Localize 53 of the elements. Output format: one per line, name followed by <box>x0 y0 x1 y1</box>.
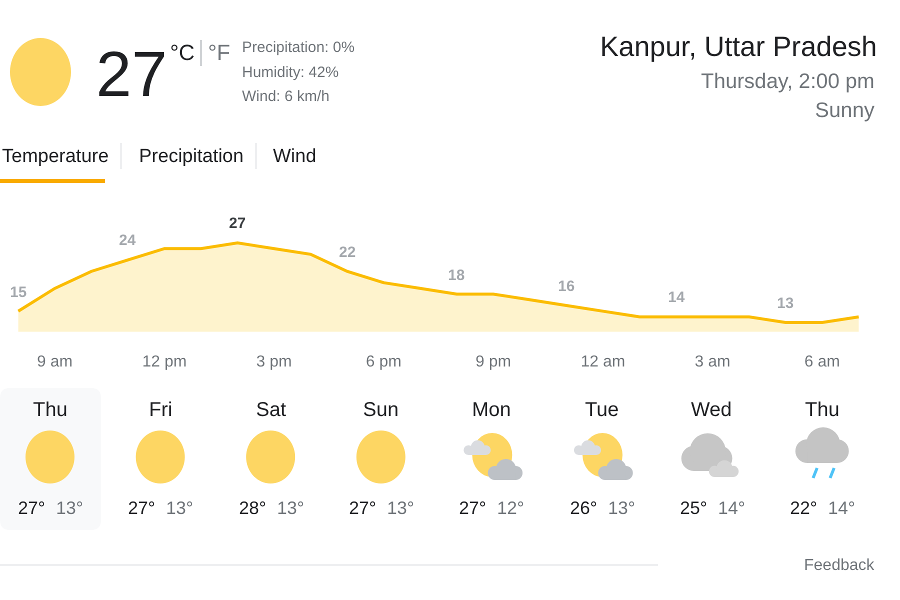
text: 13° <box>166 498 194 518</box>
category-label: Fri <box>149 399 172 421</box>
text: Wind <box>273 146 316 167</box>
text: 27° <box>459 498 486 518</box>
data-label: 24 <box>119 232 136 249</box>
text: Wind: 6 km/h <box>242 88 330 105</box>
text: 13° <box>277 498 304 518</box>
text: Precipitation <box>139 146 244 167</box>
category-label: Sun <box>363 399 399 421</box>
text: 26° <box>570 498 598 518</box>
category-label: Sat <box>256 399 286 421</box>
category-label: Thu <box>805 399 840 421</box>
x-tick-label: 3 pm <box>256 354 292 371</box>
data-label: 15 <box>10 284 27 301</box>
category-label: Tue <box>585 399 619 421</box>
text: Feedback <box>804 557 876 574</box>
text: 28° <box>239 498 266 518</box>
text: Sunny <box>815 99 876 122</box>
text: 13° <box>387 498 414 518</box>
text: 27° <box>18 498 46 518</box>
category-label: Wed <box>691 399 732 421</box>
text: 13° <box>608 498 636 518</box>
data-label: 18 <box>448 267 465 284</box>
text: 27° <box>128 498 156 518</box>
x-tick-label: 3 am <box>694 354 730 371</box>
text: °F <box>208 40 230 65</box>
data-label: 22 <box>339 244 356 261</box>
text: 27 <box>96 38 168 110</box>
text: 25° <box>680 498 708 518</box>
text: 14° <box>718 498 746 518</box>
text: 12° <box>497 498 524 518</box>
text: 22° <box>790 498 818 518</box>
x-tick-label: 6 am <box>804 354 840 371</box>
text: 14° <box>828 498 856 518</box>
category-label: Thu <box>33 399 68 421</box>
text: °C <box>170 40 195 65</box>
text: 13° <box>56 498 84 518</box>
x-tick-label: 6 pm <box>366 354 402 371</box>
text: Humidity: 42% <box>242 64 339 81</box>
category-label: Mon <box>472 399 511 421</box>
x-tick-label: 9 pm <box>476 354 512 371</box>
data-label: 27 <box>229 215 246 232</box>
text: Thursday, 2:00 pm <box>701 70 875 93</box>
text: Temperature <box>2 146 109 167</box>
text: Precipitation: 0% <box>242 39 355 56</box>
x-tick-label: 12 am <box>580 354 626 371</box>
text: Kanpur, Uttar Pradesh <box>600 30 877 62</box>
text: 27° <box>349 498 376 518</box>
data-label: 14 <box>668 289 686 306</box>
data-label: 16 <box>558 278 575 295</box>
x-tick-label: 9 am <box>37 354 73 371</box>
x-tick-label: 12 pm <box>142 354 187 371</box>
data-label: 13 <box>777 295 794 312</box>
